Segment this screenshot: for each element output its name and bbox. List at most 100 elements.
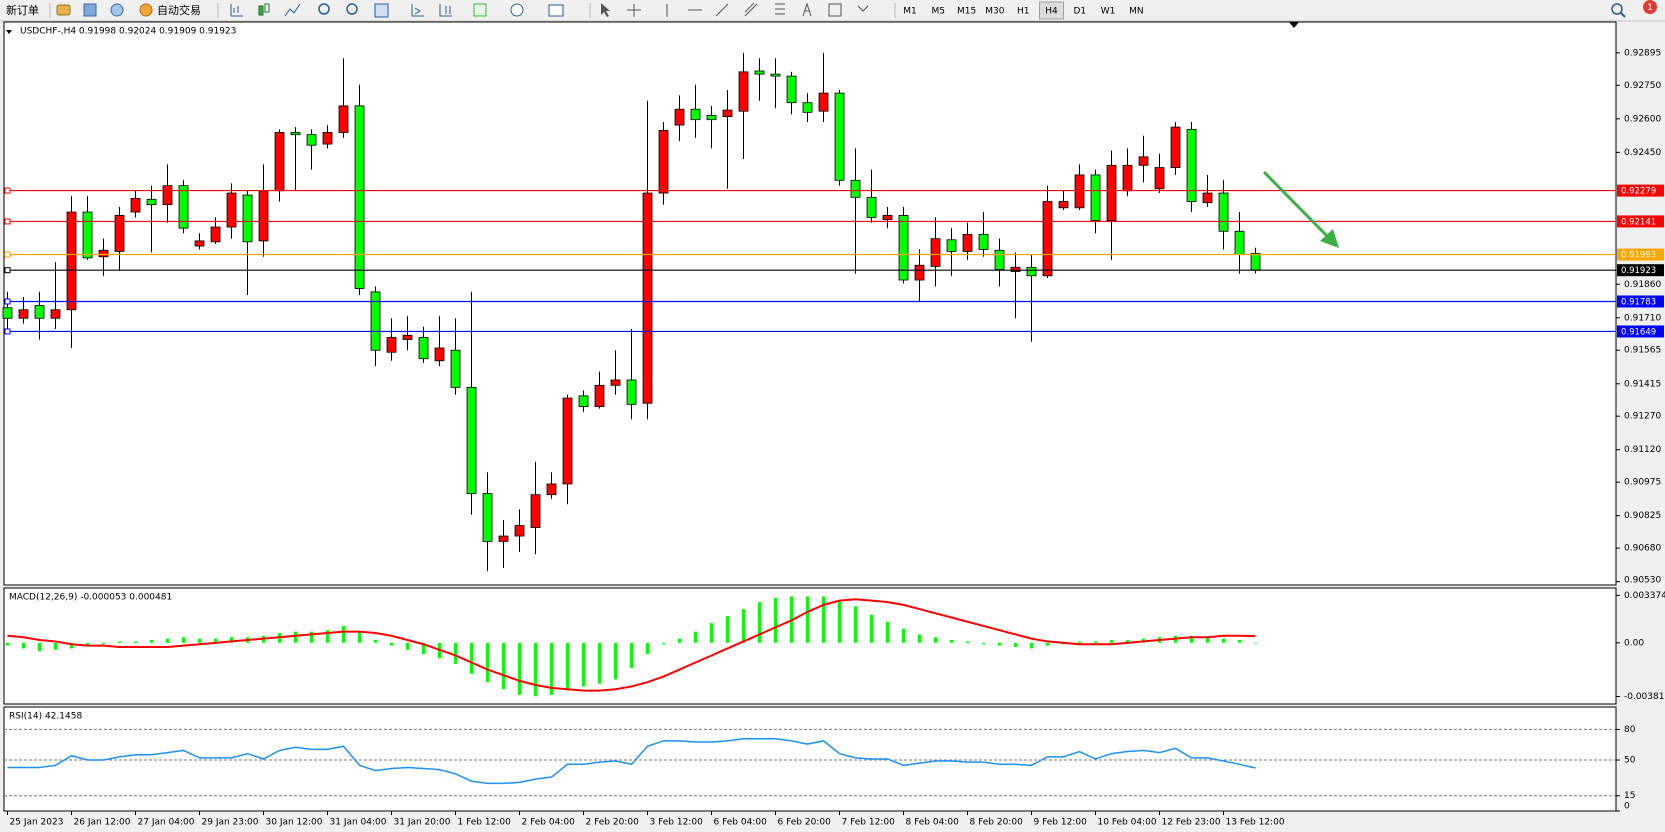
candle-body: [290, 132, 301, 136]
icon-indicators[interactable]: [473, 3, 487, 17]
notification-badge[interactable]: [1643, 0, 1657, 14]
timeframe-button[interactable]: M1: [903, 7, 917, 17]
trend-arrow-head: [1320, 229, 1339, 248]
icon-autoscroll[interactable]: [411, 4, 424, 17]
icon-text[interactable]: [802, 2, 812, 17]
candle-body: [114, 215, 125, 252]
timeframe-button[interactable]: M5: [932, 7, 946, 17]
y-tick-label: 0.91860: [1624, 280, 1661, 290]
x-tick-label: 8 Feb 04:00: [906, 818, 960, 828]
candle-body: [402, 334, 413, 340]
icon-channel[interactable]: [744, 2, 758, 17]
candle-body: [370, 291, 381, 351]
price-label-bg: [1617, 248, 1664, 261]
timeframe-button[interactable]: D1: [1073, 7, 1086, 17]
icon-search[interactable]: [1620, 12, 1626, 18]
x-tick-label: 9 Feb 12:00: [1034, 818, 1088, 828]
price-line-handle: [4, 187, 11, 194]
candle-body: [242, 194, 253, 243]
candle-body: [1218, 192, 1229, 232]
x-tick-label: 1 Feb 12:00: [458, 818, 512, 828]
timeframe-button[interactable]: W1: [1101, 7, 1116, 17]
candle-body: [162, 185, 173, 206]
price-label-bg: [1617, 295, 1664, 308]
timeframe-button[interactable]: M30: [985, 7, 1004, 17]
icon-bar-chart[interactable]: [230, 4, 243, 17]
candle-body: [2, 307, 13, 319]
candle-body: [1138, 156, 1149, 166]
candle-body: [1170, 126, 1181, 168]
y-tick-label: 0.90530: [1624, 576, 1661, 586]
timeframe-button[interactable]: H4: [1045, 7, 1058, 17]
candle-body: [1106, 164, 1117, 221]
candle-body: [1026, 266, 1037, 277]
icon-shift[interactable]: [439, 4, 452, 17]
icon-navigator[interactable]: [110, 3, 124, 17]
price-line-handle: [4, 267, 11, 274]
x-tick-label: 31 Jan 20:00: [394, 818, 451, 828]
panel-title: USDCHF-,H4 0.91998 0.92024 0.91909 0.919…: [20, 27, 236, 37]
candle-body: [498, 535, 509, 542]
panel-title: RSI(14) 42.1458: [9, 712, 82, 722]
icon-line-chart[interactable]: [284, 3, 301, 17]
candle-body: [594, 384, 605, 407]
candle-body: [18, 309, 29, 319]
candle-body: [706, 115, 717, 121]
x-tick-label: 2 Feb 04:00: [522, 818, 576, 828]
candle-body: [674, 108, 685, 126]
candle-body: [418, 337, 429, 360]
price-label: 0.92279: [1621, 187, 1656, 197]
auto-trading-button[interactable]: 自动交易: [157, 3, 201, 17]
timeframe-button[interactable]: M15: [957, 7, 976, 17]
candle-body: [626, 379, 637, 405]
icon-label[interactable]: [828, 3, 842, 17]
candle-body: [178, 185, 189, 229]
price-line-handle: [4, 251, 11, 258]
candle-body: [850, 179, 861, 198]
candle-body: [1074, 174, 1085, 209]
icon-cursor[interactable]: [601, 3, 610, 17]
candle-body: [978, 234, 989, 250]
candle-body: [690, 108, 701, 121]
candle-body: [306, 134, 317, 146]
y-tick-label: 0.91270: [1624, 412, 1661, 422]
icon-auto-trading[interactable]: [139, 3, 153, 17]
icon-fibonacci[interactable]: [775, 3, 785, 15]
new-order-button[interactable]: 新订单: [6, 3, 39, 17]
icon-market-watch[interactable]: [56, 4, 71, 16]
x-tick-label: 30 Jan 12:00: [266, 818, 323, 828]
icon-zoom-out[interactable]: [346, 3, 358, 15]
icon-candles[interactable]: [264, 3, 270, 13]
candle-body: [994, 249, 1005, 270]
y-tick-label: 50: [1624, 756, 1636, 766]
y-tick-label: 0.92750: [1624, 81, 1661, 91]
candle-body: [578, 395, 589, 407]
x-tick-label: 6 Feb 04:00: [714, 818, 768, 828]
x-tick-label: 7 Feb 12:00: [842, 818, 896, 828]
icon-data-window[interactable]: [83, 3, 97, 17]
title-marker: [6, 30, 12, 34]
price-line-handle: [4, 328, 11, 335]
x-tick-label: 3 Feb 12:00: [650, 818, 704, 828]
icon-candles[interactable]: [258, 5, 264, 16]
shift-marker: [1289, 22, 1299, 28]
y-tick-label: 0.90825: [1624, 511, 1661, 521]
icon-arrows[interactable]: [857, 5, 869, 12]
icon-trendline[interactable]: [715, 3, 729, 17]
price-label-bg: [1617, 184, 1664, 197]
candle-body: [1154, 167, 1165, 190]
candle-body: [1058, 201, 1069, 209]
candle-body: [450, 349, 461, 388]
timeframe-button[interactable]: H1: [1017, 7, 1030, 17]
icon-search[interactable]: [1611, 3, 1623, 15]
icon-zoom-in[interactable]: [318, 3, 330, 15]
candle-body: [1122, 164, 1133, 192]
candle-body: [34, 305, 45, 319]
icon-tile[interactable]: [374, 3, 389, 18]
timeframe-button[interactable]: MN: [1129, 7, 1144, 17]
candle-body: [738, 71, 749, 112]
y-tick-label: -0.003819: [1624, 692, 1665, 702]
icon-periods[interactable]: [510, 3, 524, 17]
icon-crosshair[interactable]: [627, 4, 641, 17]
icon-templates[interactable]: [548, 4, 564, 17]
